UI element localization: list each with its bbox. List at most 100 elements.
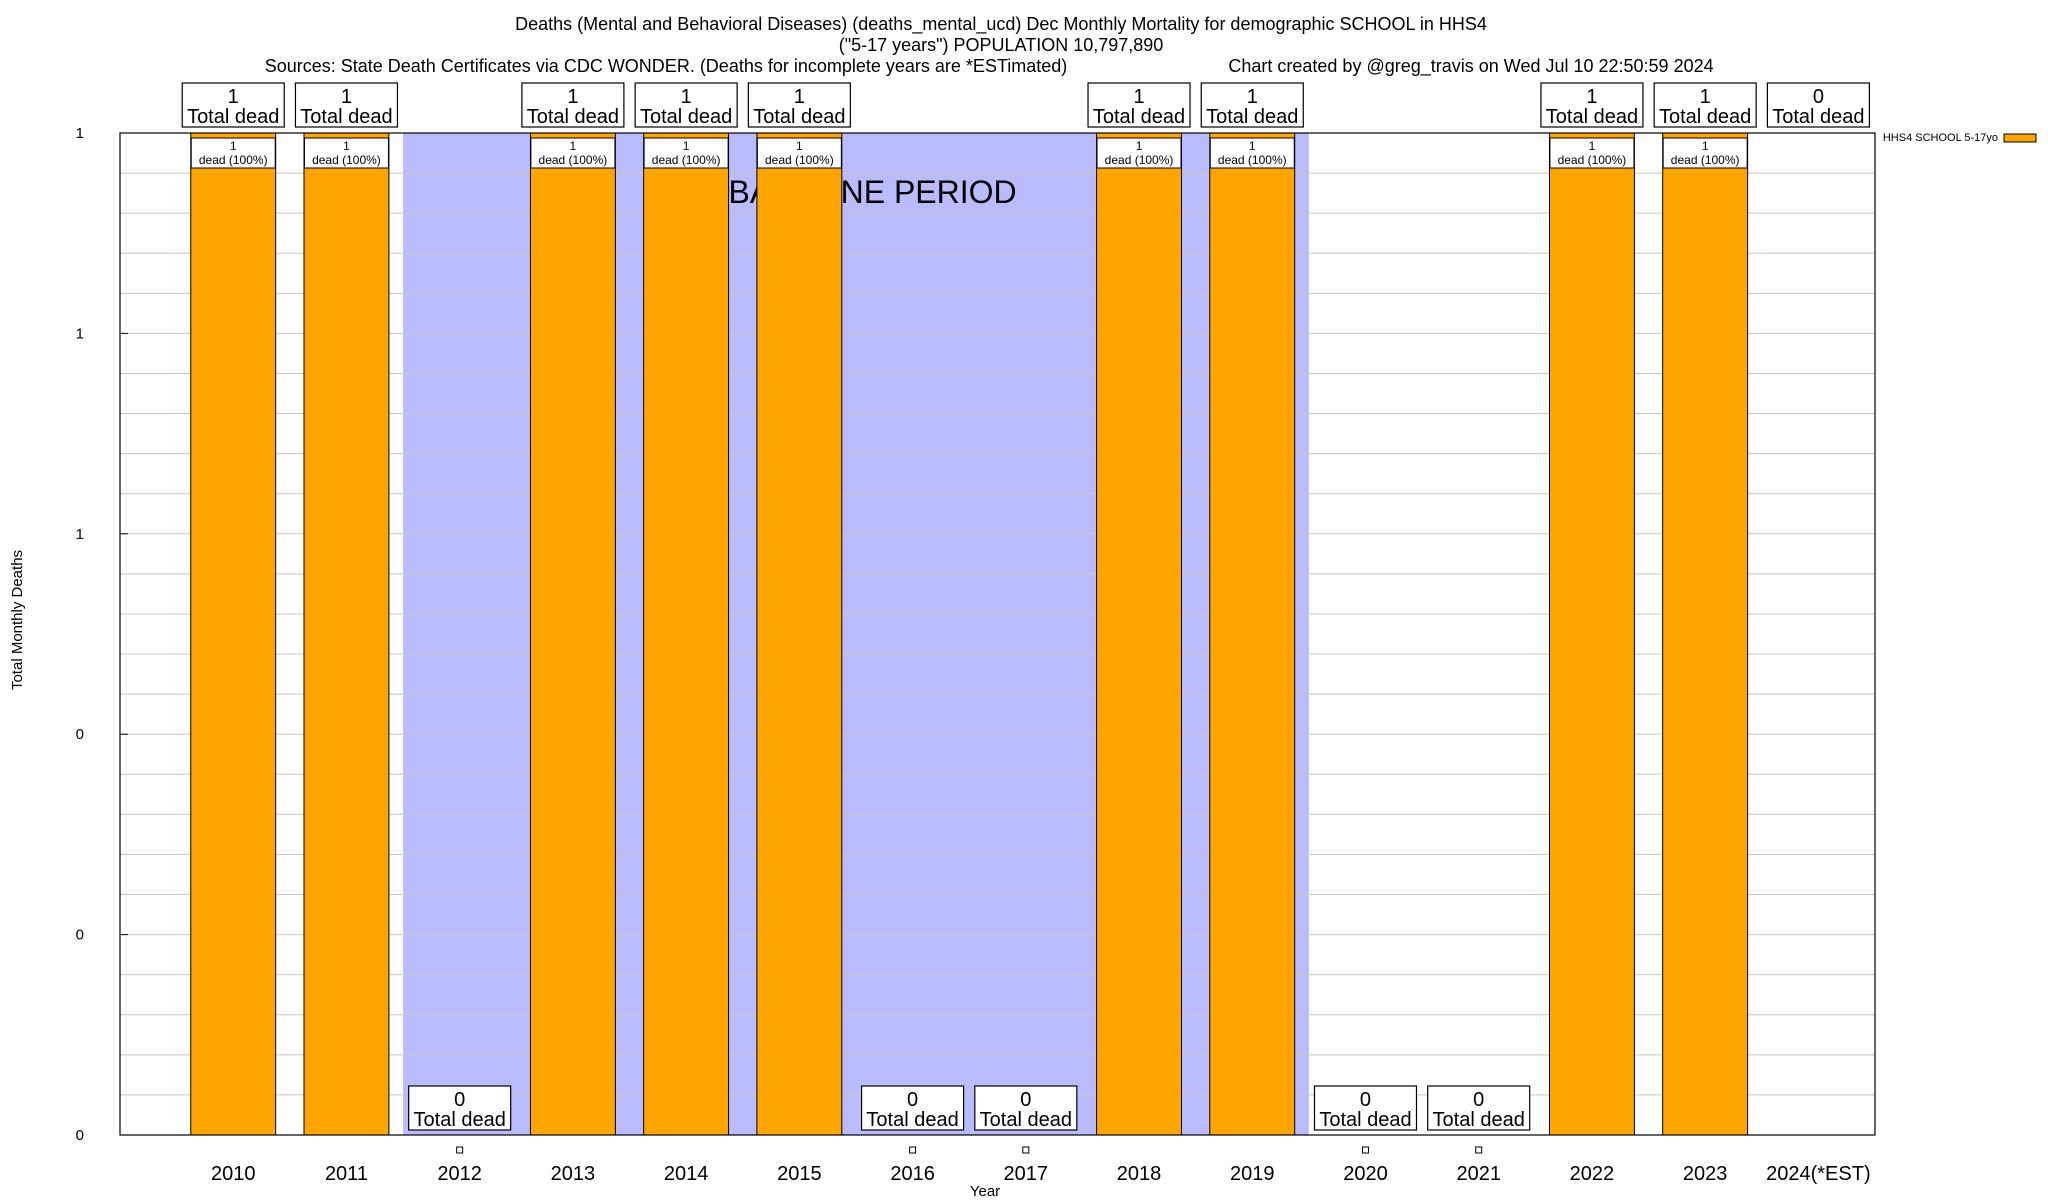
x-tick-label: 2016 [890,1163,935,1185]
total-label-box [1087,82,1191,128]
total-label: Total dead [1433,1109,1525,1131]
bar-inner-label-box [756,137,842,169]
bar [643,132,730,1136]
bar-inner-label-box [530,137,616,169]
bar-inner-count: 1 [1589,139,1596,153]
bar-inner-label: dead (100%) [1671,153,1740,167]
legend: HHS4 SCHOOL 5-17yo [1883,132,2037,144]
total-label: Total dead [1206,106,1298,128]
x-tick-label: 2017 [1004,1163,1049,1185]
total-count: 1 [1586,86,1597,108]
bar-inner-label: dead (100%) [765,153,834,167]
bar-inner-label: dead (100%) [199,153,268,167]
total-count: 1 [1133,86,1144,108]
total-label-box [860,1085,965,1131]
bar-inner-label-box [190,137,276,169]
x-tick-label: 2023 [1683,1163,1728,1185]
total-label: Total dead [753,106,845,128]
total-count: 0 [1473,1089,1484,1111]
y-tick-label: 0 [76,927,84,944]
bar-inner-label-box [1096,137,1182,169]
x-tick-label: 2024(*EST) [1766,1163,1871,1185]
total-label: Total dead [1319,1109,1411,1131]
plot-border [119,132,1876,1136]
total-count: 0 [454,1089,465,1111]
bar-inner-count: 1 [1136,139,1143,153]
total-label: Total dead [300,106,392,128]
x-axis-label: Year [970,1183,1000,1200]
total-label-box [634,82,738,128]
total-count: 1 [681,86,692,108]
total-label: Total dead [640,106,732,128]
chart-credit: Chart created by @greg_travis on Wed Jul… [1228,56,1713,77]
total-count: 0 [1020,1089,1031,1111]
total-count: 1 [1247,86,1258,108]
total-label-box [974,1085,1078,1131]
total-label-box [1540,82,1644,128]
x-tick-label: 2013 [551,1163,596,1185]
bar-inner-label-box [643,137,729,169]
total-label: Total dead [414,1109,506,1131]
chart-title-line-1: Deaths (Mental and Behavioral Diseases) … [515,14,1487,35]
bar [756,132,843,1136]
y-tick-label: 0 [76,1127,84,1144]
y-tick-label: 1 [76,325,84,342]
total-label: Total dead [980,1109,1072,1131]
bar-inner-label: dead (100%) [1558,153,1627,167]
x-tick-label: 2018 [1117,1163,1162,1185]
total-label-box [1766,82,1870,128]
bar-inner-count: 1 [1702,139,1709,153]
total-label-box [408,1085,512,1131]
bar-inner-label-box [1209,137,1295,169]
bar [1548,132,1635,1136]
bar [1209,132,1296,1136]
x-tick-label: 2019 [1230,1163,1275,1185]
bar-inner-count: 1 [683,139,690,153]
total-count: 1 [567,86,578,108]
total-count: 1 [1700,86,1711,108]
bar-inner-label: dead (100%) [539,153,608,167]
bar [190,132,277,1136]
zero-point-marker [456,1146,464,1154]
zero-point-marker [1475,1146,1483,1154]
total-label: Total dead [1093,106,1185,128]
total-label-box [181,82,285,128]
bar-inner-label: dead (100%) [1218,153,1287,167]
x-tick-label: 2012 [437,1163,482,1185]
x-tick-label: 2014 [664,1163,709,1185]
zero-point-marker [909,1146,917,1154]
x-tick-label: 2022 [1570,1163,1615,1185]
total-count: 0 [907,1089,918,1111]
bar [1096,132,1182,1136]
bar-inner-count: 1 [230,139,237,153]
zero-point-marker [1022,1146,1030,1154]
x-tick-label: 2020 [1343,1163,1388,1185]
x-tick-label: 2011 [325,1163,368,1185]
total-label-box [1313,1085,1418,1131]
total-label-box [1653,82,1757,128]
x-tick-label: 2021 [1456,1163,1501,1185]
total-count: 0 [1360,1089,1371,1111]
total-count: 1 [228,86,239,108]
total-label: Total dead [187,106,279,128]
y-axis-label: Total Monthly Deaths [9,550,26,690]
y-tick-label: 1 [76,526,84,543]
total-label-box [1427,1085,1531,1131]
bar-inner-count: 1 [1249,139,1256,153]
bar-inner-label: dead (100%) [1105,153,1174,167]
total-label: Total dead [1772,106,1864,128]
total-label-box [1200,82,1304,128]
total-label: Total dead [527,106,619,128]
y-tick-label: 0 [76,726,84,743]
